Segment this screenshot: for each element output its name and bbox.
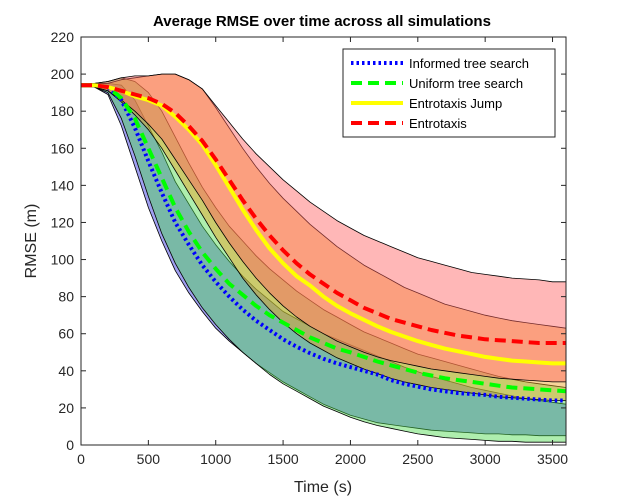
legend: Informed tree search Uniform tree search E… bbox=[342, 48, 556, 138]
legend-label-entrotaxis: Entrotaxis bbox=[409, 116, 467, 131]
y-tick-label: 20 bbox=[58, 400, 74, 416]
bands-layer bbox=[80, 73, 567, 443]
y-tick-label: 180 bbox=[51, 103, 75, 119]
y-tick-label: 120 bbox=[51, 214, 75, 230]
line-entrotaxis bbox=[81, 83, 566, 345]
chart-title: Average RMSE over time across all simula… bbox=[153, 13, 491, 30]
x-tick-label: 3000 bbox=[470, 451, 501, 467]
x-tick-label: 0 bbox=[77, 451, 85, 467]
x-tick-label: 2000 bbox=[335, 451, 366, 467]
y-tick-label: 100 bbox=[51, 252, 75, 268]
legend-label-entrotaxis-jump: Entrotaxis Jump bbox=[409, 96, 502, 111]
y-tick-label: 60 bbox=[58, 326, 74, 342]
y-tick-label: 200 bbox=[51, 66, 75, 82]
x-tick-label: 1000 bbox=[200, 451, 231, 467]
x-tick-label: 2500 bbox=[402, 451, 433, 467]
line-entrotaxis-jump bbox=[81, 83, 566, 366]
y-tick-label: 40 bbox=[58, 363, 74, 379]
plot-frame bbox=[80, 36, 567, 446]
x-tick-label: 500 bbox=[137, 451, 161, 467]
lines-layer bbox=[81, 83, 567, 403]
y-tick-label: 220 bbox=[51, 29, 75, 45]
line-informed-tree-search bbox=[81, 83, 566, 403]
legend-label-informed-tree-search: Informed tree search bbox=[409, 56, 529, 71]
x-tick-label: 1500 bbox=[268, 451, 299, 467]
y-tick-label: 0 bbox=[66, 437, 74, 453]
axes-layer: 0 500 1000 1500 2000 2500 3000 3500 0 20 40 60 80 100… bbox=[51, 29, 569, 467]
y-tick-label: 160 bbox=[51, 140, 75, 156]
legend-label-uniform-tree-search: Uniform tree search bbox=[409, 76, 523, 91]
x-axis-title: Time (s) bbox=[294, 479, 352, 496]
y-axis-title: RMSE (m) bbox=[23, 204, 40, 279]
y-tick-label: 140 bbox=[51, 177, 75, 193]
y-tick-label: 80 bbox=[58, 289, 74, 305]
x-tick-label: 3500 bbox=[537, 451, 568, 467]
